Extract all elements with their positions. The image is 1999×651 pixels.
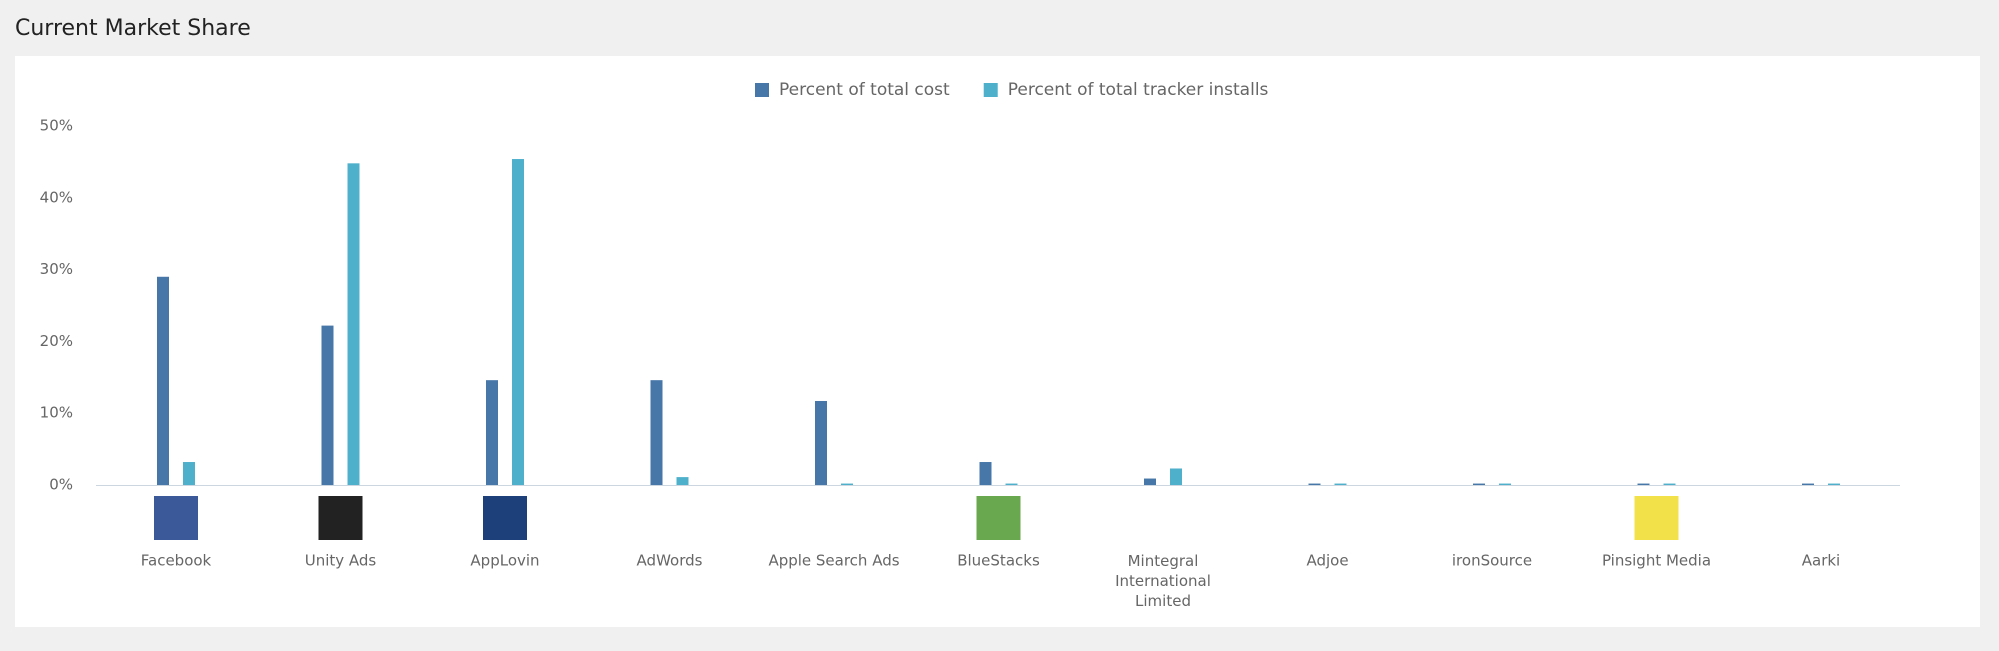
chart-title: Current Market Share [15, 16, 251, 41]
bar [1144, 478, 1156, 485]
x-tick-label: Adjoe [1306, 552, 1348, 570]
category-logo [154, 496, 198, 540]
bar [676, 477, 689, 485]
x-tick-label: AdWords [637, 552, 703, 570]
category-logo [483, 496, 527, 540]
x-tick-label: Unity Ads [305, 552, 377, 570]
x-tick-label: Aarki [1802, 552, 1840, 570]
category-logo [1470, 496, 1514, 540]
bar [815, 400, 827, 485]
legend-label: Percent of total tracker installs [1008, 80, 1269, 100]
bar [486, 380, 498, 485]
y-tick-label: 0% [49, 476, 73, 494]
bar [1308, 483, 1321, 485]
category-logo [647, 496, 692, 540]
bar [1473, 483, 1485, 485]
category-logo [318, 496, 363, 540]
bar [979, 462, 992, 485]
category-logo [1305, 496, 1350, 540]
x-tick-label: Mintegral International Limited [1115, 552, 1211, 610]
bar [1005, 483, 1018, 485]
x-tick-label: Pinsight Media [1602, 552, 1711, 570]
bar [1637, 483, 1650, 485]
legend-swatch [755, 83, 769, 97]
x-tick-label: Apple Search Ads [768, 552, 899, 570]
category-logo [1634, 496, 1679, 540]
y-tick-label: 50% [40, 117, 73, 135]
y-tick-label: 20% [40, 332, 73, 350]
bar [1802, 483, 1814, 485]
bar [1828, 483, 1840, 485]
category-logo [1799, 496, 1843, 540]
y-tick-label: 10% [40, 404, 73, 422]
legend-label: Percent of total cost [779, 80, 950, 100]
y-tick-label: 40% [40, 188, 73, 206]
chart-panel [15, 56, 1980, 627]
bar [650, 380, 663, 485]
x-tick-label: AppLovin [470, 552, 539, 570]
bar [1663, 483, 1676, 485]
bar [183, 462, 195, 485]
x-tick-label: BlueStacks [957, 552, 1040, 570]
category-logo [976, 496, 1021, 540]
bar [347, 163, 360, 485]
bar [1499, 483, 1511, 485]
category-logo [1141, 496, 1185, 540]
bar [157, 276, 169, 485]
bar [1170, 468, 1182, 485]
legend-swatch [983, 83, 998, 97]
x-tick-label: ironSource [1452, 552, 1532, 570]
category-logo [812, 496, 856, 540]
bar [321, 325, 334, 485]
bar [841, 483, 853, 485]
y-tick-label: 30% [40, 260, 73, 278]
x-tick-label: Facebook [141, 552, 212, 570]
bar [512, 159, 524, 485]
bar [1334, 483, 1347, 485]
